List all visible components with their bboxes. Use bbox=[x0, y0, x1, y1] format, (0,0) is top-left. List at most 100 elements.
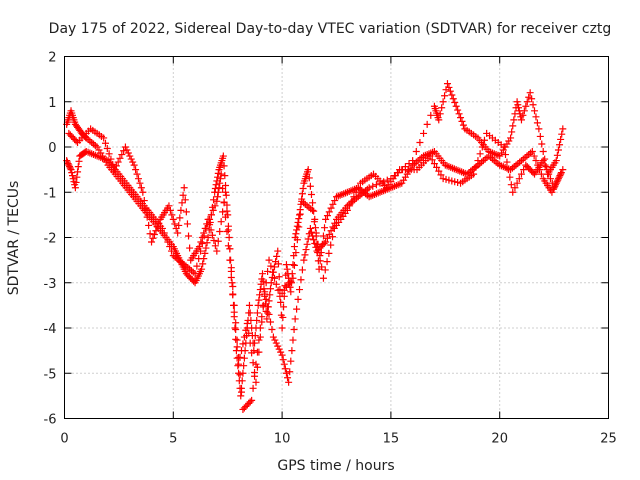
data-point bbox=[306, 182, 314, 190]
data-point bbox=[556, 141, 564, 149]
data-point bbox=[203, 239, 211, 247]
data-point bbox=[517, 170, 525, 178]
data-point bbox=[197, 238, 205, 246]
y-tick-label: -6 bbox=[44, 413, 57, 428]
data-point bbox=[350, 193, 358, 201]
data-point bbox=[269, 268, 277, 276]
data-point bbox=[256, 291, 264, 299]
y-tick-label: -1 bbox=[44, 186, 57, 201]
data-point bbox=[217, 218, 225, 226]
data-point bbox=[124, 149, 132, 157]
data-point bbox=[246, 398, 254, 406]
data-point bbox=[449, 95, 457, 103]
data-point bbox=[226, 256, 234, 264]
data-point bbox=[288, 270, 296, 278]
data-point bbox=[282, 261, 290, 269]
data-point bbox=[287, 288, 295, 296]
data-point bbox=[302, 246, 310, 254]
data-point bbox=[155, 219, 163, 227]
data-point bbox=[508, 128, 516, 136]
data-point bbox=[293, 222, 301, 230]
data-point bbox=[290, 261, 298, 269]
data-point bbox=[451, 99, 459, 107]
data-point bbox=[296, 210, 304, 218]
data-point bbox=[428, 156, 436, 164]
data-point bbox=[311, 224, 319, 232]
data-point bbox=[208, 231, 216, 239]
data-point bbox=[470, 170, 478, 178]
data-point bbox=[280, 360, 288, 368]
data-point bbox=[231, 324, 239, 332]
data-point bbox=[260, 285, 268, 293]
data-point bbox=[555, 173, 563, 181]
data-point bbox=[162, 234, 170, 241]
data-point bbox=[365, 184, 373, 192]
data-point bbox=[167, 247, 175, 255]
data-point bbox=[480, 136, 488, 144]
data-point bbox=[329, 200, 337, 208]
data-point bbox=[193, 262, 201, 270]
data-point bbox=[211, 184, 219, 192]
data-point bbox=[225, 234, 233, 241]
data-point bbox=[152, 227, 160, 235]
data-point bbox=[270, 263, 278, 271]
data-point bbox=[542, 163, 550, 171]
data-point bbox=[513, 179, 521, 187]
x-tick-label: 20 bbox=[491, 432, 508, 447]
data-point bbox=[216, 175, 224, 183]
data-point bbox=[296, 211, 304, 219]
data-point bbox=[535, 125, 543, 133]
data-point bbox=[416, 138, 424, 146]
data-point bbox=[224, 226, 232, 234]
data-point bbox=[127, 155, 135, 163]
data-point bbox=[309, 206, 317, 214]
data-point bbox=[233, 336, 241, 344]
data-point bbox=[272, 339, 280, 347]
data-point bbox=[103, 145, 111, 153]
data-point bbox=[68, 169, 76, 177]
data-point bbox=[312, 229, 320, 237]
data-point bbox=[210, 196, 218, 204]
data-point bbox=[528, 95, 536, 103]
x-axis-ticks: 0 5 10 15 20 25 bbox=[60, 56, 617, 447]
x-tick-label: 0 bbox=[60, 432, 68, 447]
data-point bbox=[331, 197, 339, 205]
data-point bbox=[259, 301, 267, 309]
data-point bbox=[114, 158, 122, 166]
data-point bbox=[211, 202, 219, 210]
data-point bbox=[438, 104, 446, 112]
data-point bbox=[264, 267, 272, 275]
data-point bbox=[275, 273, 283, 281]
chart-title: Day 175 of 2022, Sidereal Day-to-day VTE… bbox=[49, 21, 612, 37]
data-point bbox=[176, 214, 184, 222]
data-point bbox=[191, 270, 199, 278]
data-point bbox=[541, 161, 549, 169]
data-point bbox=[235, 360, 243, 368]
data-point bbox=[146, 230, 154, 238]
y-tick-label: -4 bbox=[44, 322, 57, 337]
data-point bbox=[346, 202, 354, 210]
data-point bbox=[229, 283, 237, 291]
data-point bbox=[186, 244, 194, 252]
data-point bbox=[500, 143, 508, 151]
data-point bbox=[459, 121, 467, 129]
data-point bbox=[372, 181, 380, 189]
data-point bbox=[352, 188, 360, 196]
data-point bbox=[550, 184, 558, 192]
data-point bbox=[240, 362, 248, 370]
data-point bbox=[522, 102, 530, 110]
data-point bbox=[227, 264, 235, 272]
data-point bbox=[232, 335, 240, 343]
data-point bbox=[543, 166, 551, 174]
data-point bbox=[274, 260, 282, 268]
data-point bbox=[284, 374, 292, 382]
data-point bbox=[149, 234, 157, 242]
data-point bbox=[289, 274, 297, 282]
data-point bbox=[238, 377, 246, 385]
data-point bbox=[274, 286, 282, 294]
data-point bbox=[75, 157, 83, 165]
data-point bbox=[548, 179, 556, 187]
data-point bbox=[253, 309, 261, 317]
data-point bbox=[69, 175, 77, 183]
